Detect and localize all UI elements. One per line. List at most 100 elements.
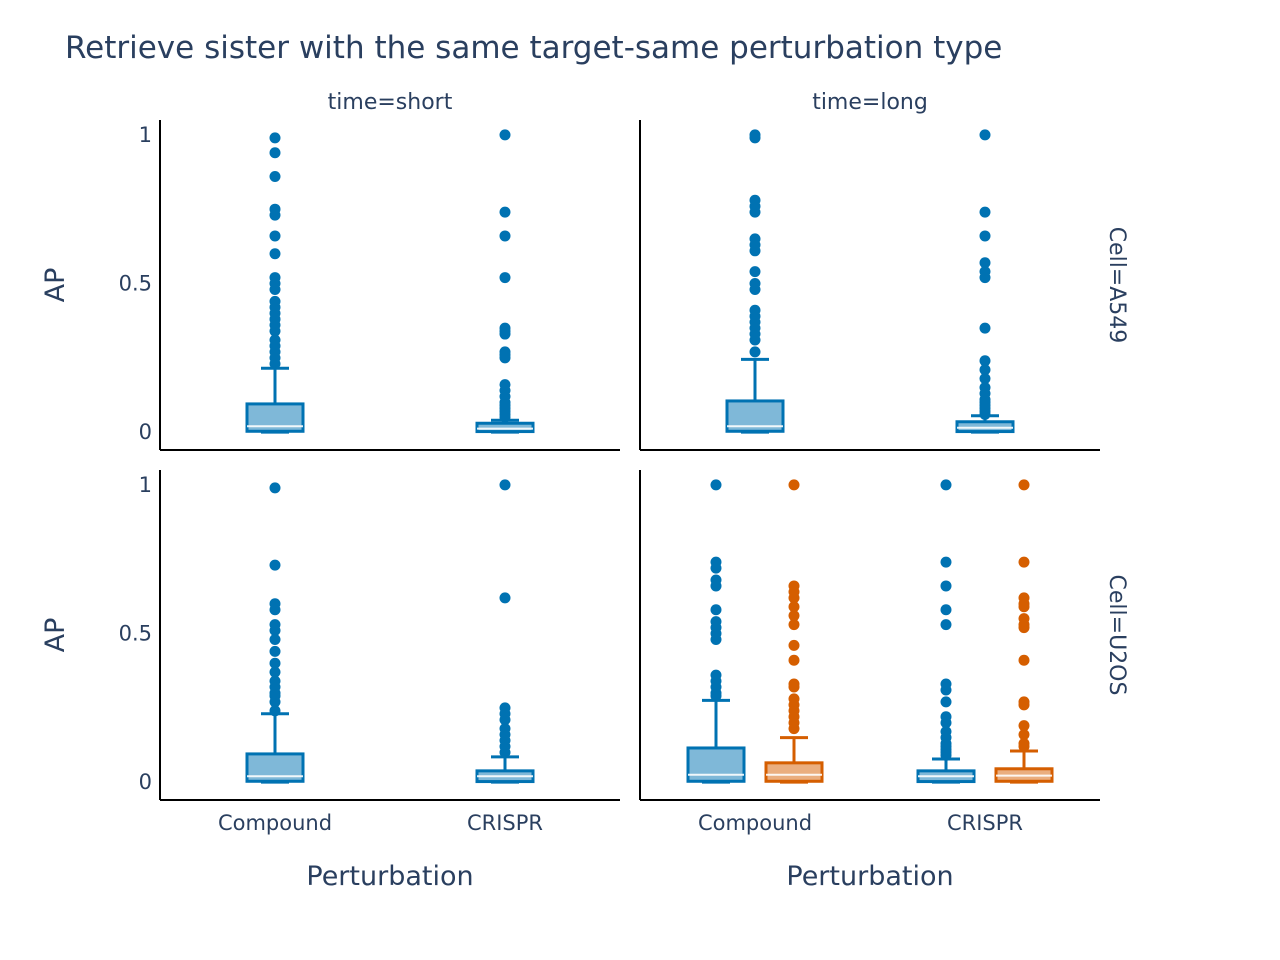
panel-r0-c0-box-crispr-group_a-outlier-point bbox=[499, 129, 511, 141]
panel-r0-c1 bbox=[639, 120, 1100, 451]
panel-r0-c0-box-crispr-group_a-outlier-point bbox=[499, 322, 511, 334]
panel-r1-c1-box-compound-group_a-iqr bbox=[686, 746, 746, 783]
panel-r0-c0-box-crispr-group_a-iqr bbox=[475, 421, 535, 434]
panel-r1-c1-box-compound-group_b-outlier-point bbox=[788, 580, 800, 592]
panel-r1-c0-y-tick-label: 1 bbox=[139, 473, 152, 497]
panel-r0-c0-y-tick-label: 0.5 bbox=[119, 272, 152, 296]
panel-r1-c1-box-compound-group_a-outlier-point bbox=[710, 669, 722, 681]
panel-r0-c1-box-compound-group_a-outlier-point bbox=[749, 129, 761, 141]
panel-r0-c1-box-crispr-group_a-outlier-point bbox=[979, 257, 991, 269]
panel-r1-c1-box-crispr-group_b-outlier-point bbox=[1018, 696, 1030, 708]
panel-r0-c0-box-compound-group_a-outlier-point bbox=[269, 170, 281, 182]
panel-r1-c1-box-crispr-group_a-outlier-point bbox=[940, 696, 952, 708]
panel-r1-c0-box-compound-group_a-outlier-point bbox=[269, 645, 281, 657]
panel-r0-c0: 00.51 bbox=[119, 120, 620, 451]
panel-r1-c1-box-compound-group_b-outlier-point bbox=[788, 619, 800, 631]
panel-r1-c1-box-crispr-group_b-outlier-point bbox=[1018, 738, 1030, 750]
panel-r0-c0-box-crispr-group_a-outlier-point bbox=[499, 379, 511, 391]
panel-r0-c1-box-compound-group_a-outlier-point bbox=[749, 266, 761, 278]
panel-r0-c1-box-crispr-group_a bbox=[955, 129, 1015, 434]
panel-r0-c1-box-crispr-group_a-outlier-point bbox=[979, 206, 991, 218]
panel-r1-c1-box-crispr-group_b-outlier-point bbox=[1018, 654, 1030, 666]
panel-r1-c0-box-crispr-group_a bbox=[475, 479, 535, 784]
panel-r0-c0-box-compound-group_a-outlier-point bbox=[269, 295, 281, 307]
panel-r1-c1-box-crispr-group_a-outlier-point bbox=[940, 678, 952, 690]
y-axis-title-top: AP bbox=[40, 268, 71, 303]
panel-r1-c0-box-compound-group_a-outlier-point bbox=[269, 705, 281, 717]
panel-r0-c0-box-compound-group_a-outlier-point bbox=[269, 230, 281, 242]
panel-r1-c1-box-compound-group_a-outlier-point bbox=[710, 574, 722, 586]
panel-r1-c1-box-crispr-group_a-outlier-point bbox=[940, 619, 952, 631]
panel-r0-c1-box-compound-group_a-outlier-point bbox=[749, 304, 761, 316]
panel-r0-c0-box-crispr-group_a-outlier-point bbox=[499, 230, 511, 242]
panel-r1-c1-box-crispr-group_b-outlier-point bbox=[1018, 556, 1030, 568]
x-axis-title-left: Perturbation bbox=[306, 861, 473, 892]
panel-r0-c1-box-compound-group_a-outlier-point bbox=[749, 194, 761, 206]
panel-r1-c1-box-crispr-group_a-outlier-point bbox=[940, 726, 952, 738]
panel-r0-c0-y-tick-label: 0 bbox=[139, 420, 152, 444]
panel-r1-c1-box-compound-group_b-outlier-point bbox=[788, 639, 800, 651]
panel-r0-c1-box-compound-group_a-outlier-point bbox=[749, 278, 761, 290]
panel-r0-c0-box-compound-group_a-outlier-point bbox=[269, 147, 281, 159]
panel-r1-c1-box-crispr-group_b-outlier-point bbox=[1018, 729, 1030, 741]
row-facet-label-a549: Cell=A549 bbox=[1104, 227, 1129, 344]
panel-r1-c0-box-compound-group_a-outlier-point bbox=[269, 657, 281, 669]
panel-r1-c0-box-crispr-group_a-outlier-point bbox=[499, 702, 511, 714]
panel-r0-c1-box-crispr-group_a-outlier-point bbox=[979, 355, 991, 367]
panel-r1-c1-box-crispr-group_a-outlier-point bbox=[940, 604, 952, 616]
panel-r1-c0-box-compound-group_a-outlier-point bbox=[269, 666, 281, 678]
panel-r0-c0-box-compound-group_a-outlier-point bbox=[269, 203, 281, 215]
panel-r1-c0-box-compound-group_a bbox=[245, 482, 305, 784]
panel-r0-c1-box-compound-group_a bbox=[725, 129, 785, 434]
panel-r0-c1-box-crispr-group_a-outlier-point bbox=[979, 382, 991, 394]
panel-r0-c0-box-compound-group_a bbox=[245, 132, 305, 434]
panel-r1-c1-box-crispr-group_a-outlier-point bbox=[940, 556, 952, 568]
panel-r1-c1-box-crispr-group_b bbox=[994, 479, 1054, 784]
panel-r1-c1-box-compound-group_b-outlier-point bbox=[788, 601, 800, 613]
panel-r0-c1-box-crispr-group_a-outlier-point bbox=[979, 129, 991, 141]
panel-r0-c0-box-crispr-group_a bbox=[475, 129, 535, 434]
panel-r1-c1: Compound CRISPR bbox=[639, 470, 1100, 835]
panel-r1-c1-box-compound-group_a bbox=[686, 479, 746, 784]
panel-r1-c1-box-compound-group_b-iqr bbox=[764, 761, 824, 783]
panel-r1-c1-box-compound-group_a-outlier-point bbox=[710, 616, 722, 628]
panel-r1-c1-box-compound-group_b bbox=[764, 479, 824, 784]
panel-r0-c1-box-crispr-group_a-outlier-point bbox=[979, 364, 991, 376]
panel-r0-c0-y-tick-label: 1 bbox=[139, 123, 152, 147]
panel-r1-c0-box-compound-group_a-outlier-point bbox=[269, 559, 281, 571]
panel-r1-c1-box-compound-group_a-outlier-point bbox=[710, 479, 722, 491]
panel-r1-c1-box-crispr-group_a-outlier-point bbox=[940, 479, 952, 491]
panel-r1-c1-box-compound-group_b-outlier-point bbox=[788, 610, 800, 622]
panel-r1-c1-box-compound-group_b-outlier-point bbox=[788, 678, 800, 690]
panel-r1-c0-y-tick-label: 0 bbox=[139, 770, 152, 794]
panel-r1-c0-x-tick-label: Compound bbox=[218, 811, 332, 835]
panel-r1-c0-x-tick-label: CRISPR bbox=[467, 811, 543, 835]
column-facet-label-long: time=long bbox=[812, 90, 928, 115]
panel-r1-c1-x-tick-label: Compound bbox=[698, 811, 812, 835]
panel-r0-c0-box-compound-group_a-outlier-point bbox=[269, 132, 281, 144]
y-axis-title-bottom: AP bbox=[40, 618, 71, 653]
panel-r1-c1-box-compound-group_b-outlier-point bbox=[788, 479, 800, 491]
panel-r1-c1-box-crispr-group_b-outlier-point bbox=[1018, 720, 1030, 732]
panel-r1-c0-box-compound-group_a-outlier-point bbox=[269, 482, 281, 494]
panel-r0-c0-box-compound-group_a-outlier-point bbox=[269, 248, 281, 260]
panel-r1-c0-box-compound-group_a-outlier-point bbox=[269, 633, 281, 645]
panel-r1-c1-box-crispr-group_a-outlier-point bbox=[940, 711, 952, 723]
panel-r0-c1-box-crispr-group_a-outlier-point bbox=[979, 322, 991, 334]
panel-r1-c0: 0 0.5 1 Compound CRISPR bbox=[119, 470, 620, 835]
panel-r0-c1-box-compound-group_a-outlier-point bbox=[749, 233, 761, 245]
panel-r1-c1-box-crispr-group_b-outlier-point bbox=[1018, 592, 1030, 604]
panel-r0-c0-box-crispr-group_a-outlier-point bbox=[499, 206, 511, 218]
panel-r1-c0-box-crispr-group_a-outlier-point bbox=[499, 479, 511, 491]
panel-r1-c1-box-crispr-group_b-outlier-point bbox=[1018, 613, 1030, 625]
panel-r0-c0-box-compound-group_a-outlier-point bbox=[269, 334, 281, 346]
panel-r1-c1-box-compound-group_b-outlier-point bbox=[788, 693, 800, 705]
panel-r0-c1-box-compound-group_a-outlier-point bbox=[749, 346, 761, 358]
panel-r1-c1-box-crispr-group_b-outlier-point bbox=[1018, 479, 1030, 491]
panel-r1-c0-box-compound-group_a-outlier-point bbox=[269, 675, 281, 687]
panel-r1-c0-box-compound-group_a-outlier-point bbox=[269, 619, 281, 631]
panel-r1-c1-box-compound-group_b-outlier-point bbox=[788, 654, 800, 666]
row-facet-label-u2os: Cell=U2OS bbox=[1104, 575, 1129, 696]
